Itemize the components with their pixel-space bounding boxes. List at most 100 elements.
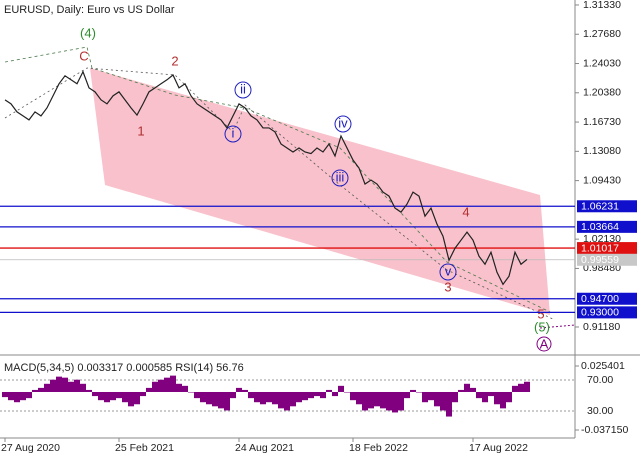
bar <box>50 379 56 392</box>
bar <box>230 391 236 399</box>
wave-label: A <box>540 336 549 351</box>
bar <box>272 391 278 405</box>
wave-circle <box>334 115 352 133</box>
wave-label: iv <box>338 115 348 130</box>
bar <box>278 391 284 409</box>
bar <box>20 391 26 401</box>
bar <box>266 391 272 403</box>
bar <box>464 383 470 392</box>
bar <box>368 391 374 409</box>
y-tick-label: 1.31330 <box>583 0 621 11</box>
bar <box>98 391 104 401</box>
bar <box>296 391 302 403</box>
wave-label: (5) <box>534 319 550 334</box>
current-price-tag <box>577 253 637 266</box>
bar <box>2 391 8 398</box>
bar <box>236 387 242 392</box>
bar <box>404 391 410 399</box>
bar <box>80 383 86 392</box>
level-label: 1.01017 <box>581 242 619 254</box>
wave-label: ii <box>240 81 246 96</box>
x-tick-label: 24 Aug 2021 <box>235 442 294 454</box>
bar <box>410 389 416 392</box>
bar <box>146 387 152 392</box>
wave-label: 2 <box>171 53 178 68</box>
level-label: 1.03664 <box>581 221 619 233</box>
bar <box>332 391 338 397</box>
bar <box>170 375 176 392</box>
bar <box>86 389 92 392</box>
bar <box>254 391 260 403</box>
bar <box>260 391 266 405</box>
wave-label: C <box>79 48 88 63</box>
bar <box>446 391 452 417</box>
bar <box>290 391 296 407</box>
bar <box>524 381 530 392</box>
bar <box>344 391 350 393</box>
wave-line <box>4 67 556 321</box>
bar <box>326 389 332 392</box>
bar <box>38 387 44 392</box>
wave-label: 5 <box>537 306 544 321</box>
bar <box>512 385 518 392</box>
y-tick-label: 0.025401 <box>581 360 625 372</box>
wave-label: iii <box>336 169 345 184</box>
level-tag <box>577 200 637 213</box>
x-tick-label: 27 Aug 2020 <box>1 442 60 454</box>
current-price-label: 0.99559 <box>581 254 619 266</box>
bar <box>458 389 464 392</box>
y2-tick-label: 70.00 <box>587 374 613 386</box>
bar <box>158 379 164 392</box>
wave-line <box>539 324 576 329</box>
bar <box>308 391 314 399</box>
level-label: 0.93000 <box>581 307 619 319</box>
wave-label: 1 <box>137 123 144 138</box>
level-label: 1.06231 <box>581 201 619 213</box>
bar <box>206 391 212 405</box>
wave-label: 4 <box>462 204 469 219</box>
bar <box>140 391 146 397</box>
wave-circle <box>234 81 252 99</box>
y-tick-label: 1.27680 <box>583 28 621 40</box>
y-tick-label: 1.13080 <box>583 145 621 157</box>
bar <box>428 391 434 401</box>
bar <box>212 391 218 407</box>
bar <box>482 391 488 403</box>
bar <box>320 391 326 399</box>
bar <box>386 391 392 411</box>
x-tick-label: 17 Aug 2022 <box>469 442 528 454</box>
wave-label: 3 <box>444 279 451 294</box>
bar <box>104 391 110 403</box>
bar <box>350 391 356 401</box>
bar <box>248 391 254 399</box>
bar <box>8 391 14 401</box>
chart-title: EURUSD, Daily: Euro vs US Dollar <box>4 4 175 16</box>
bar <box>338 385 344 392</box>
bar <box>92 391 98 397</box>
wave-label: i <box>232 125 235 140</box>
y-tick-label: 0.91180 <box>583 321 620 333</box>
bar <box>116 391 122 399</box>
bar <box>224 391 230 411</box>
bar <box>488 391 494 397</box>
level-tag <box>577 242 637 255</box>
bar <box>122 391 128 403</box>
price-channel <box>90 68 550 315</box>
bar <box>362 391 368 411</box>
x-tick-label: 25 Feb 2021 <box>115 442 174 454</box>
bar <box>284 391 290 411</box>
bar <box>74 379 80 392</box>
bar <box>494 391 500 405</box>
bar <box>152 381 158 392</box>
bar <box>398 391 404 411</box>
bar <box>68 381 74 392</box>
bar <box>518 383 524 392</box>
bar <box>356 391 362 405</box>
level-tag <box>577 306 637 319</box>
bar <box>62 377 68 392</box>
level-tag <box>577 292 637 305</box>
bar <box>188 391 194 393</box>
bar <box>182 385 188 392</box>
bar <box>200 391 206 403</box>
